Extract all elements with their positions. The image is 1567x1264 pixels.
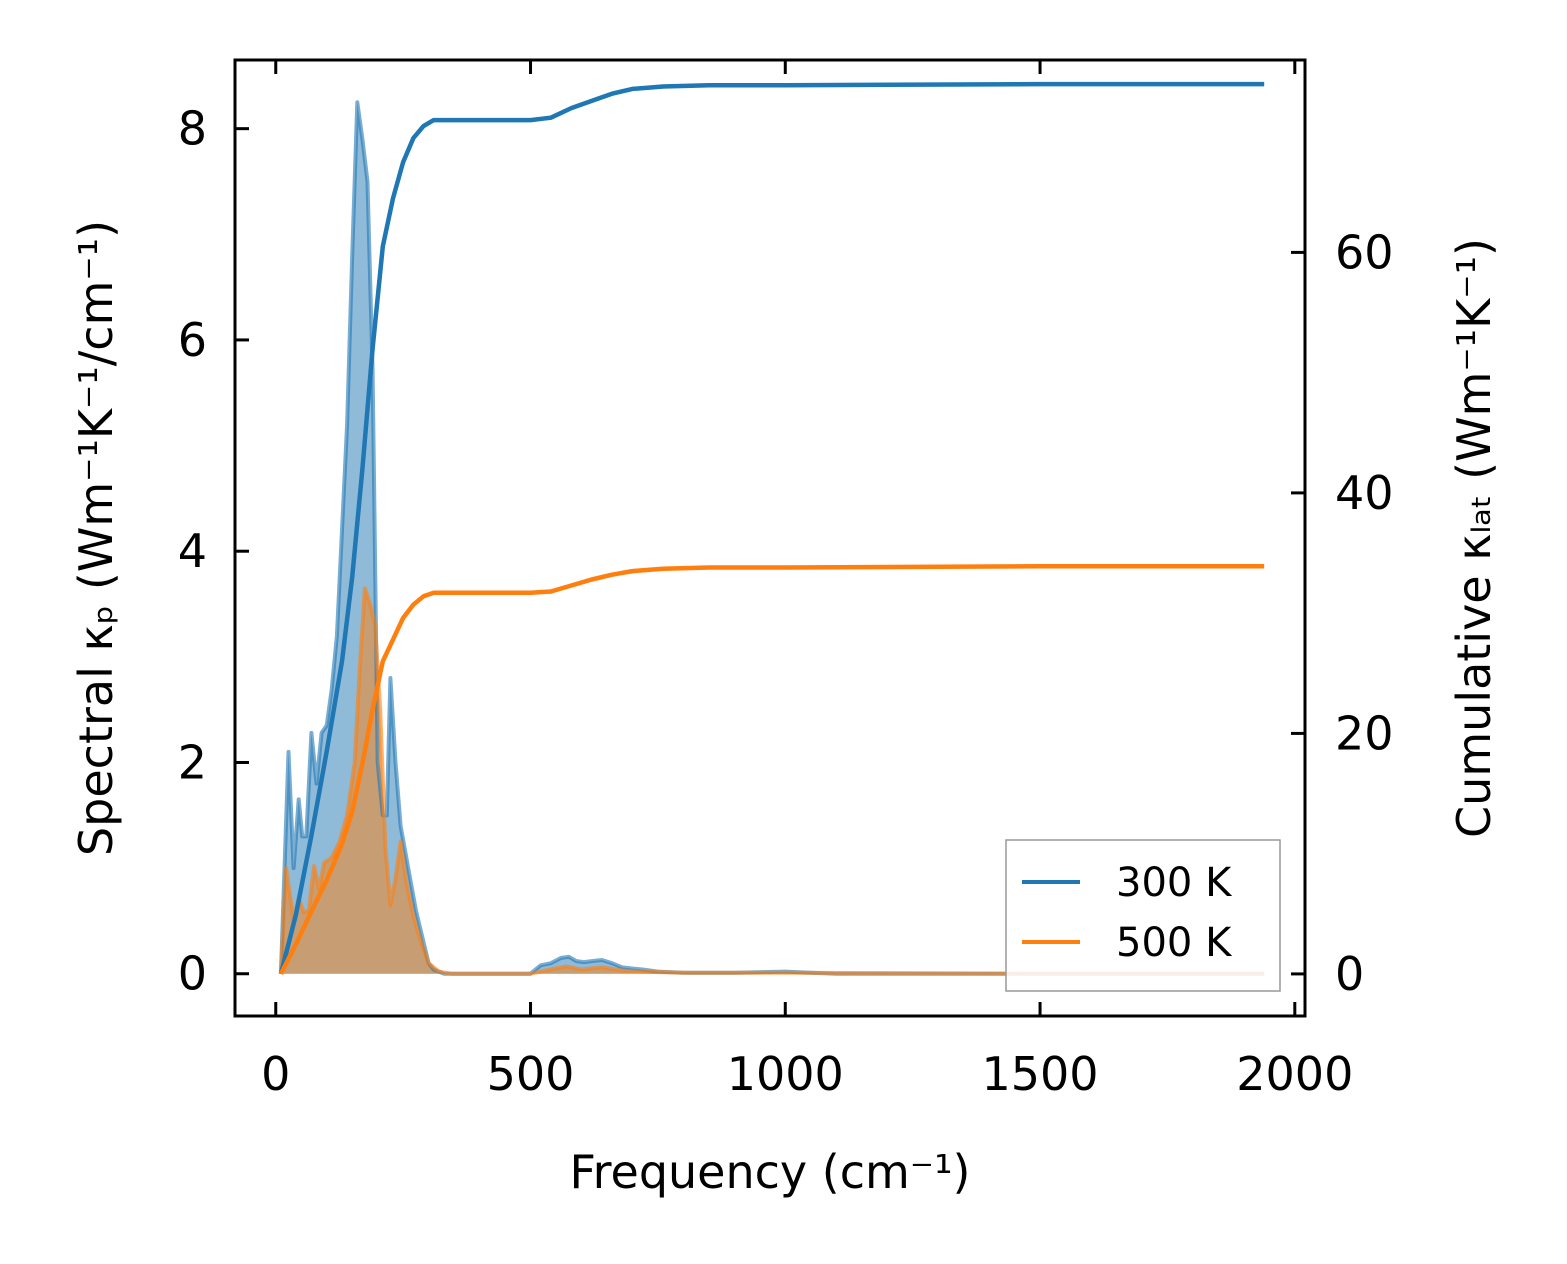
cumulative-line-layer (278, 81, 1265, 975)
y-left-tick-label: 8 (178, 102, 207, 156)
y-right-tick-label: 60 (1335, 225, 1394, 279)
spectral-line-500k (278, 586, 1265, 976)
y-left-axis-title: Spectral κₚ (Wm⁻¹K⁻¹/cm⁻¹) (69, 220, 123, 856)
y-left-tick-label: 6 (178, 313, 207, 367)
tick-labels-layer: 0 500 1000 1500 2000 0 2 4 6 8 0 20 40 60 (178, 102, 1394, 1101)
legend-box (1005, 839, 1281, 992)
ticks-layer (235, 60, 1305, 1016)
x-tick-label: 0 (261, 1047, 290, 1101)
y-right-tick-label: 40 (1335, 466, 1394, 520)
spectral-fill-500k (280, 588, 1265, 974)
x-tick-label: 500 (487, 1047, 575, 1101)
y-left-tick-label: 0 (178, 947, 207, 1001)
y-right-tick-label: 0 (1335, 947, 1364, 1001)
legend: 300 K 500 K (1005, 839, 1281, 992)
cumulative-line-300k (278, 81, 1265, 975)
legend-label-300k: 300 K (1116, 860, 1233, 906)
cumulative-line-500k (278, 564, 1265, 975)
fill-layer (280, 102, 1265, 974)
x-tick-label: 1000 (727, 1047, 844, 1101)
legend-label-500k: 500 K (1116, 920, 1233, 966)
x-tick-label: 1500 (982, 1047, 1099, 1101)
y-right-axis-title: Cumulative κₗₐₜ (Wm⁻¹K⁻¹) (1447, 238, 1501, 838)
x-axis-title: Frequency (cm⁻¹) (570, 1145, 971, 1199)
spectral-line-layer (278, 100, 1265, 976)
y-left-tick-label: 2 (178, 735, 207, 789)
x-tick-label: 2000 (1236, 1047, 1353, 1101)
y-right-tick-label: 20 (1335, 706, 1394, 760)
plot-frame (233, 58, 1307, 1018)
y-left-tick-label: 4 (178, 524, 207, 578)
